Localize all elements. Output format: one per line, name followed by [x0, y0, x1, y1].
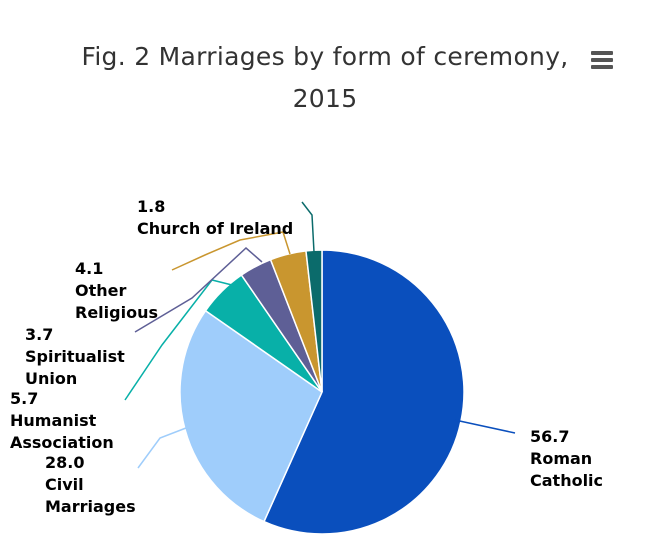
- data-label-other-religious: 4.1 Other Religious: [75, 259, 158, 322]
- hamburger-menu-icon[interactable]: [585, 45, 619, 75]
- connector-line-humanist-association: [124, 279, 233, 401]
- data-label-roman-catholic: 56.7 Roman Catholic: [530, 427, 603, 490]
- data-label-humanist-association: 5.7 Humanist Association: [10, 389, 114, 452]
- connector-line-roman-catholic: [454, 419, 516, 434]
- data-label-church-of-ireland: 1.8 Church of Ireland: [137, 197, 293, 238]
- data-label-spiritualist-union: 3.7 Spiritualist Union: [25, 325, 125, 388]
- chart-title-line1: Fig. 2 Marriages by form of ceremony,: [81, 42, 569, 71]
- pie-slice-civil-marriages[interactable]: [179, 309, 323, 523]
- chart-title: Fig. 2 Marriages by form of ceremony, 20…: [0, 36, 650, 120]
- connector-line-spiritualist-union: [134, 246, 263, 333]
- connector-line-church-of-ireland: [301, 201, 315, 253]
- chart-title-line2: 2015: [292, 84, 358, 113]
- data-label-civil-marriages: 28.0 Civil Marriages: [45, 453, 136, 516]
- connector-line-civil-marriages: [137, 427, 187, 469]
- connector-line-other-religious: [171, 231, 291, 271]
